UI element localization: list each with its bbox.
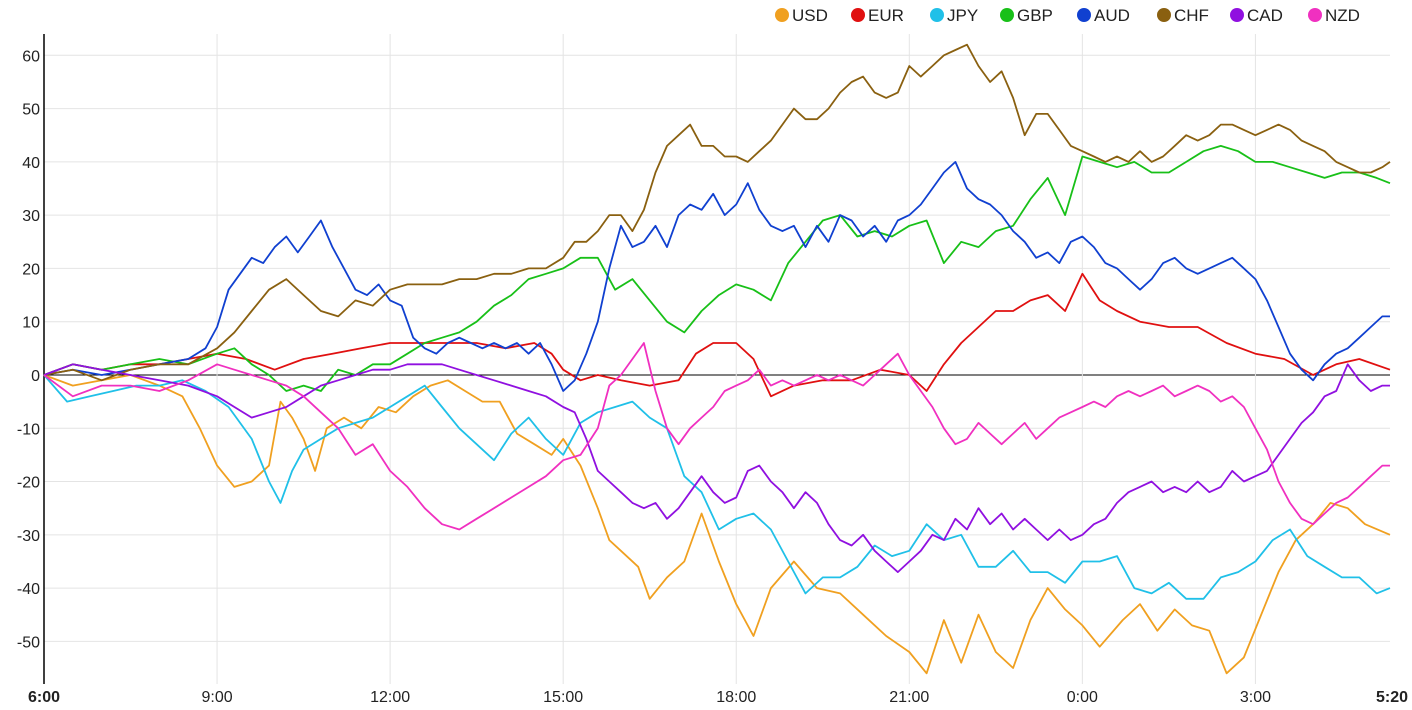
x-tick-label: 12:00 <box>370 689 410 706</box>
y-tick-label: -40 <box>17 581 40 598</box>
legend-item-chf[interactable]: CHF <box>1157 6 1209 25</box>
legend: USD EUR JPY GBP AUD CHF CAD NZD <box>775 6 1360 25</box>
x-axis: 6:00 9:00 12:00 15:00 18:00 21:00 0:00 3:00 5:20 <box>28 689 1408 706</box>
series-line-cad <box>43 363 1390 573</box>
legend-item-gbp[interactable]: GBP <box>1000 6 1053 25</box>
series-line-eur <box>43 272 1391 398</box>
legend-item-jpy[interactable]: JPY <box>930 6 978 25</box>
legend-label: AUD <box>1094 6 1130 25</box>
y-tick-label: 60 <box>22 48 40 65</box>
y-tick-label: -20 <box>17 475 40 492</box>
series-line-aud <box>43 161 1390 392</box>
series-line-nzd <box>43 342 1390 531</box>
legend-label: CAD <box>1247 6 1283 25</box>
x-tick-label: 0:00 <box>1067 689 1098 706</box>
x-tick-label: 9:00 <box>201 689 232 706</box>
series-line-usd <box>43 374 1391 675</box>
y-tick-label: 30 <box>22 208 40 225</box>
legend-swatch <box>1308 8 1322 22</box>
y-tick-label: 0 <box>31 368 40 385</box>
grid <box>44 34 1390 684</box>
legend-item-cad[interactable]: CAD <box>1230 6 1283 25</box>
y-tick-label: 40 <box>22 155 40 172</box>
series-line-jpy <box>43 374 1391 600</box>
y-tick-label: 10 <box>22 315 40 332</box>
legend-label: JPY <box>947 6 978 25</box>
legend-item-eur[interactable]: EUR <box>851 6 904 25</box>
series-line-chf <box>43 43 1391 382</box>
y-tick-label: -50 <box>17 634 40 651</box>
legend-swatch <box>1157 8 1171 22</box>
legend-label: CHF <box>1174 6 1209 25</box>
x-tick-label: 18:00 <box>716 689 756 706</box>
legend-label: EUR <box>868 6 904 25</box>
y-tick-label: -10 <box>17 421 40 438</box>
y-axis: 60 50 40 30 20 10 0 -10 -20 -30 -40 -50 <box>17 34 45 684</box>
y-tick-label: 20 <box>22 261 40 278</box>
legend-swatch <box>1000 8 1014 22</box>
x-tick-label: 3:00 <box>1240 689 1271 706</box>
y-tick-label: 50 <box>22 102 40 119</box>
y-tick-label: -30 <box>17 528 40 545</box>
legend-item-aud[interactable]: AUD <box>1077 6 1130 25</box>
legend-swatch <box>930 8 944 22</box>
legend-item-nzd[interactable]: NZD <box>1308 6 1360 25</box>
series-lines <box>43 43 1391 675</box>
legend-label: GBP <box>1017 6 1053 25</box>
legend-swatch <box>851 8 865 22</box>
legend-swatch <box>775 8 789 22</box>
legend-label: USD <box>792 6 828 25</box>
x-tick-label: 15:00 <box>543 689 583 706</box>
x-tick-label: 5:20 <box>1376 689 1408 706</box>
legend-swatch <box>1077 8 1091 22</box>
legend-item-usd[interactable]: USD <box>775 6 828 25</box>
x-tick-label: 6:00 <box>28 689 60 706</box>
legend-label: NZD <box>1325 6 1360 25</box>
legend-swatch <box>1230 8 1244 22</box>
x-tick-label: 21:00 <box>889 689 929 706</box>
